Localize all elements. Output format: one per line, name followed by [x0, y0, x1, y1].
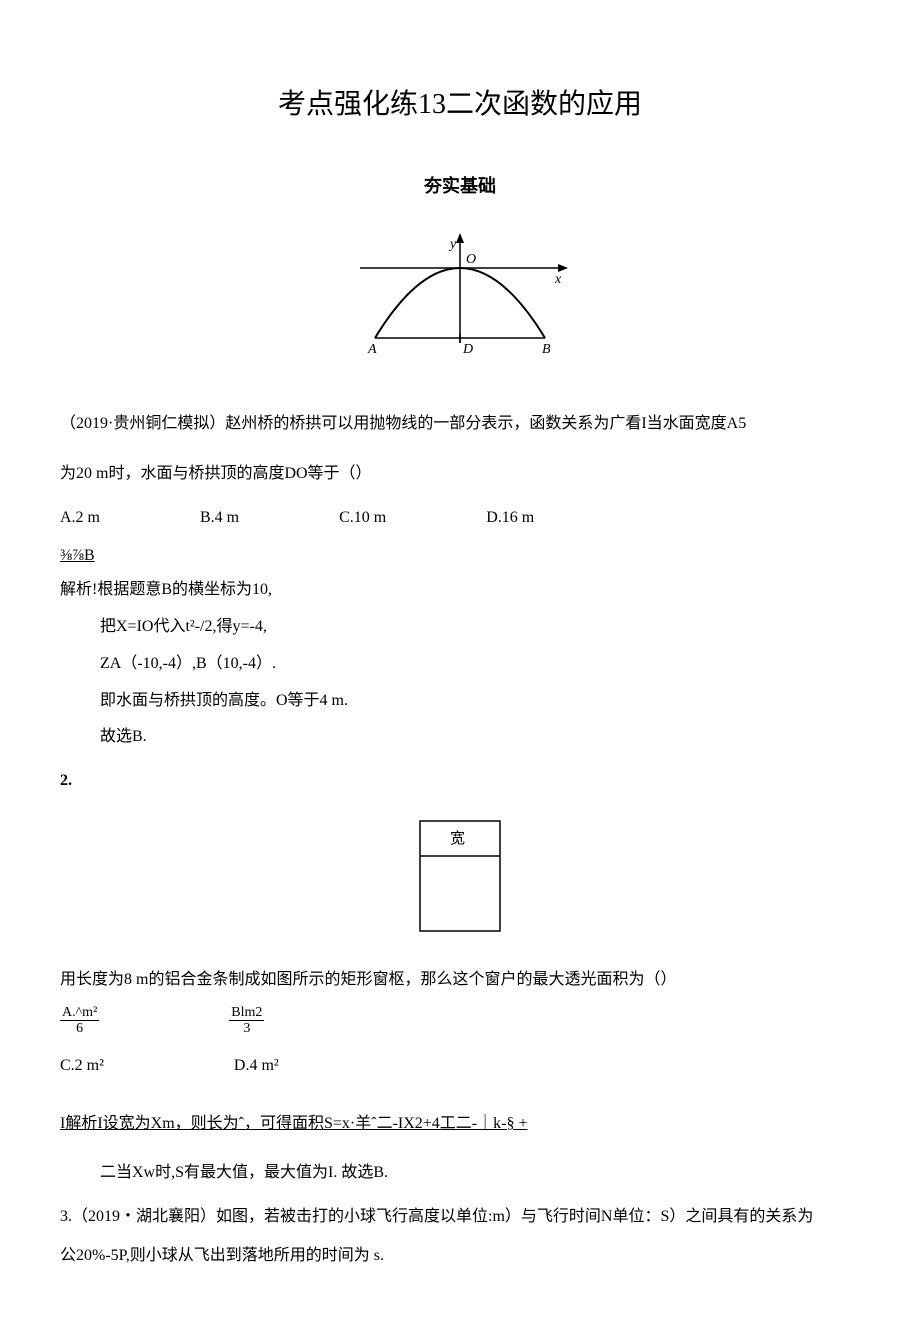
- parabola-svg: y x O A D B: [350, 233, 570, 363]
- q2-number: 2.: [60, 767, 860, 796]
- q1-options: A.2 m B.4 m C.10 m D.16 m: [60, 504, 860, 533]
- q1-step4: 故选B.: [60, 723, 860, 752]
- parabola-figure: y x O A D B: [60, 233, 860, 374]
- page-title: 考点强化练13二次函数的应用: [60, 80, 860, 130]
- q3-line2: 公20%-5P,则小球从飞出到落地所用的时间为 s.: [60, 1242, 860, 1271]
- axis-x-label: x: [554, 272, 562, 287]
- q2-explain: I解析I设宽为Xm，则长为ˆ，可得面积S=x·羊ˆ二-IX2+4工二-｜k-§ …: [60, 1110, 860, 1139]
- q1-step3: 即水面与桥拱顶的高度。O等于4 m.: [60, 687, 860, 716]
- q2-options-row2: C.2 m² D.4 m²: [60, 1052, 860, 1081]
- q1-option-b: B.4 m: [200, 504, 239, 533]
- window-svg: 宽: [415, 816, 505, 936]
- q3-line1: 3.（2019・湖北襄阳）如图，若被击打的小球飞行高度以单位:m）与飞行时间N单…: [60, 1203, 860, 1232]
- q2-text: 用长度为8 m的铝合金条制成如图所示的矩形窗枢，那么这个窗户的最大透光面积为（）: [60, 966, 860, 995]
- window-label: 宽: [450, 830, 465, 847]
- q2-option-b: Blm23: [229, 1005, 264, 1037]
- q1-text-line2: 为20 m时，水面与桥拱顶的高度DO等于（）: [60, 454, 860, 494]
- q1-text-line1: （2019·贵州铜仁模拟）赵州桥的桥拱可以用抛物线的一部分表示，函数关系为广看I…: [60, 404, 860, 444]
- point-b-label: B: [542, 342, 551, 357]
- q1-option-c: C.10 m: [339, 504, 386, 533]
- q1-option-a: A.2 m: [60, 504, 100, 533]
- origin-label: O: [466, 252, 476, 267]
- q2-option-d: D.4 m²: [234, 1052, 279, 1081]
- point-a-label: A: [367, 342, 377, 357]
- axis-y-label: y: [448, 237, 457, 252]
- section-subtitle: 夯实基础: [60, 170, 860, 202]
- q2-option-c: C.2 m²: [60, 1052, 104, 1081]
- q2-option-a: A.^m²6: [60, 1005, 99, 1037]
- q1-explain: 解析!根据题意B的横坐标为10,: [60, 576, 860, 605]
- q1-step2: ZA（-10,-4）,B（10,-4）.: [60, 650, 860, 679]
- window-figure: 宽: [60, 816, 860, 936]
- q1-answer: ⅜⅞B: [60, 542, 860, 571]
- q2-options-row1: A.^m²6 Blm23: [60, 1005, 860, 1037]
- point-d-label: D: [462, 342, 473, 357]
- q1-step1: 把X=IO代入t²-/2,得y=-4,: [60, 613, 860, 642]
- q1-option-d: D.16 m: [486, 504, 534, 533]
- q2-step1: 二当Xw时,S有最大值，最大值为I. 故选B.: [60, 1159, 860, 1188]
